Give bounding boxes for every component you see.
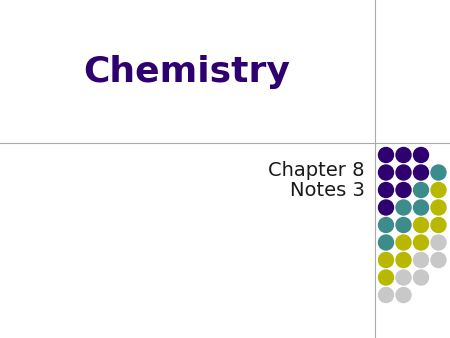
Circle shape — [414, 200, 428, 215]
Circle shape — [396, 183, 411, 197]
Circle shape — [396, 288, 411, 303]
Circle shape — [378, 288, 393, 303]
Circle shape — [431, 217, 446, 233]
Circle shape — [431, 183, 446, 197]
Text: Chemistry: Chemistry — [84, 55, 290, 89]
Circle shape — [414, 217, 428, 233]
Text: Chapter 8: Chapter 8 — [269, 161, 365, 179]
Circle shape — [414, 270, 428, 285]
Circle shape — [414, 165, 428, 180]
Circle shape — [378, 200, 393, 215]
Circle shape — [378, 147, 393, 163]
Circle shape — [431, 252, 446, 267]
Circle shape — [396, 252, 411, 267]
Circle shape — [378, 165, 393, 180]
Circle shape — [414, 183, 428, 197]
Circle shape — [396, 165, 411, 180]
Circle shape — [396, 235, 411, 250]
Circle shape — [414, 252, 428, 267]
Circle shape — [431, 200, 446, 215]
Circle shape — [414, 147, 428, 163]
Circle shape — [396, 200, 411, 215]
Circle shape — [396, 217, 411, 233]
Circle shape — [378, 217, 393, 233]
Circle shape — [396, 147, 411, 163]
Circle shape — [378, 252, 393, 267]
Circle shape — [378, 270, 393, 285]
Circle shape — [378, 183, 393, 197]
Circle shape — [414, 235, 428, 250]
Circle shape — [378, 235, 393, 250]
Circle shape — [396, 270, 411, 285]
Circle shape — [431, 165, 446, 180]
Text: Notes 3: Notes 3 — [290, 180, 365, 199]
Circle shape — [431, 235, 446, 250]
